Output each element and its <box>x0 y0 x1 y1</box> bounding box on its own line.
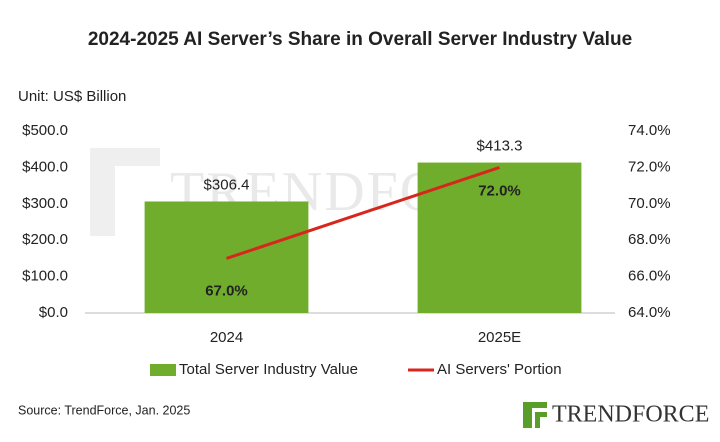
y-tick-label: $0.0 <box>39 304 68 321</box>
x-tick-label: 2024 <box>210 329 243 346</box>
watermark-icon <box>90 148 160 236</box>
y2-tick-label: 64.0% <box>628 304 671 321</box>
y-tick-label: $100.0 <box>22 268 68 285</box>
legend-label: AI Servers' Portion <box>437 361 562 378</box>
y-tick-label: $400.0 <box>22 158 68 175</box>
y2-tick-label: 68.0% <box>628 231 671 248</box>
logo-icon <box>523 402 547 428</box>
legend-label: Total Server Industry Value <box>179 361 358 378</box>
legend-swatch <box>150 364 176 376</box>
logo: TRENDFORCE <box>523 402 709 428</box>
y-axis-label: Unit: US$ Billion <box>18 88 126 105</box>
line-value-label: 67.0% <box>205 282 248 299</box>
y2-tick-label: 70.0% <box>628 195 671 212</box>
line-value-label: 72.0% <box>478 182 521 199</box>
x-tick-label: 2025E <box>478 329 521 346</box>
y-tick-label: $500.0 <box>22 122 68 139</box>
y-tick-label: $300.0 <box>22 195 68 212</box>
source: Source: TrendForce, Jan. 2025 <box>18 403 190 417</box>
bar <box>417 162 582 313</box>
y2-tick-label: 74.0% <box>628 122 671 139</box>
y2-tick-label: 66.0% <box>628 268 671 285</box>
line <box>226 165 500 260</box>
chart-title: 2024-2025 AI Server’s Share in Overall S… <box>88 29 632 50</box>
logo-text: TRENDFORCE <box>552 402 709 428</box>
y-tick-label: $200.0 <box>22 231 68 248</box>
bar-value-label: $306.4 <box>204 176 250 193</box>
y2-tick-label: 72.0% <box>628 158 671 175</box>
bar-value-label: $413.3 <box>477 138 523 155</box>
